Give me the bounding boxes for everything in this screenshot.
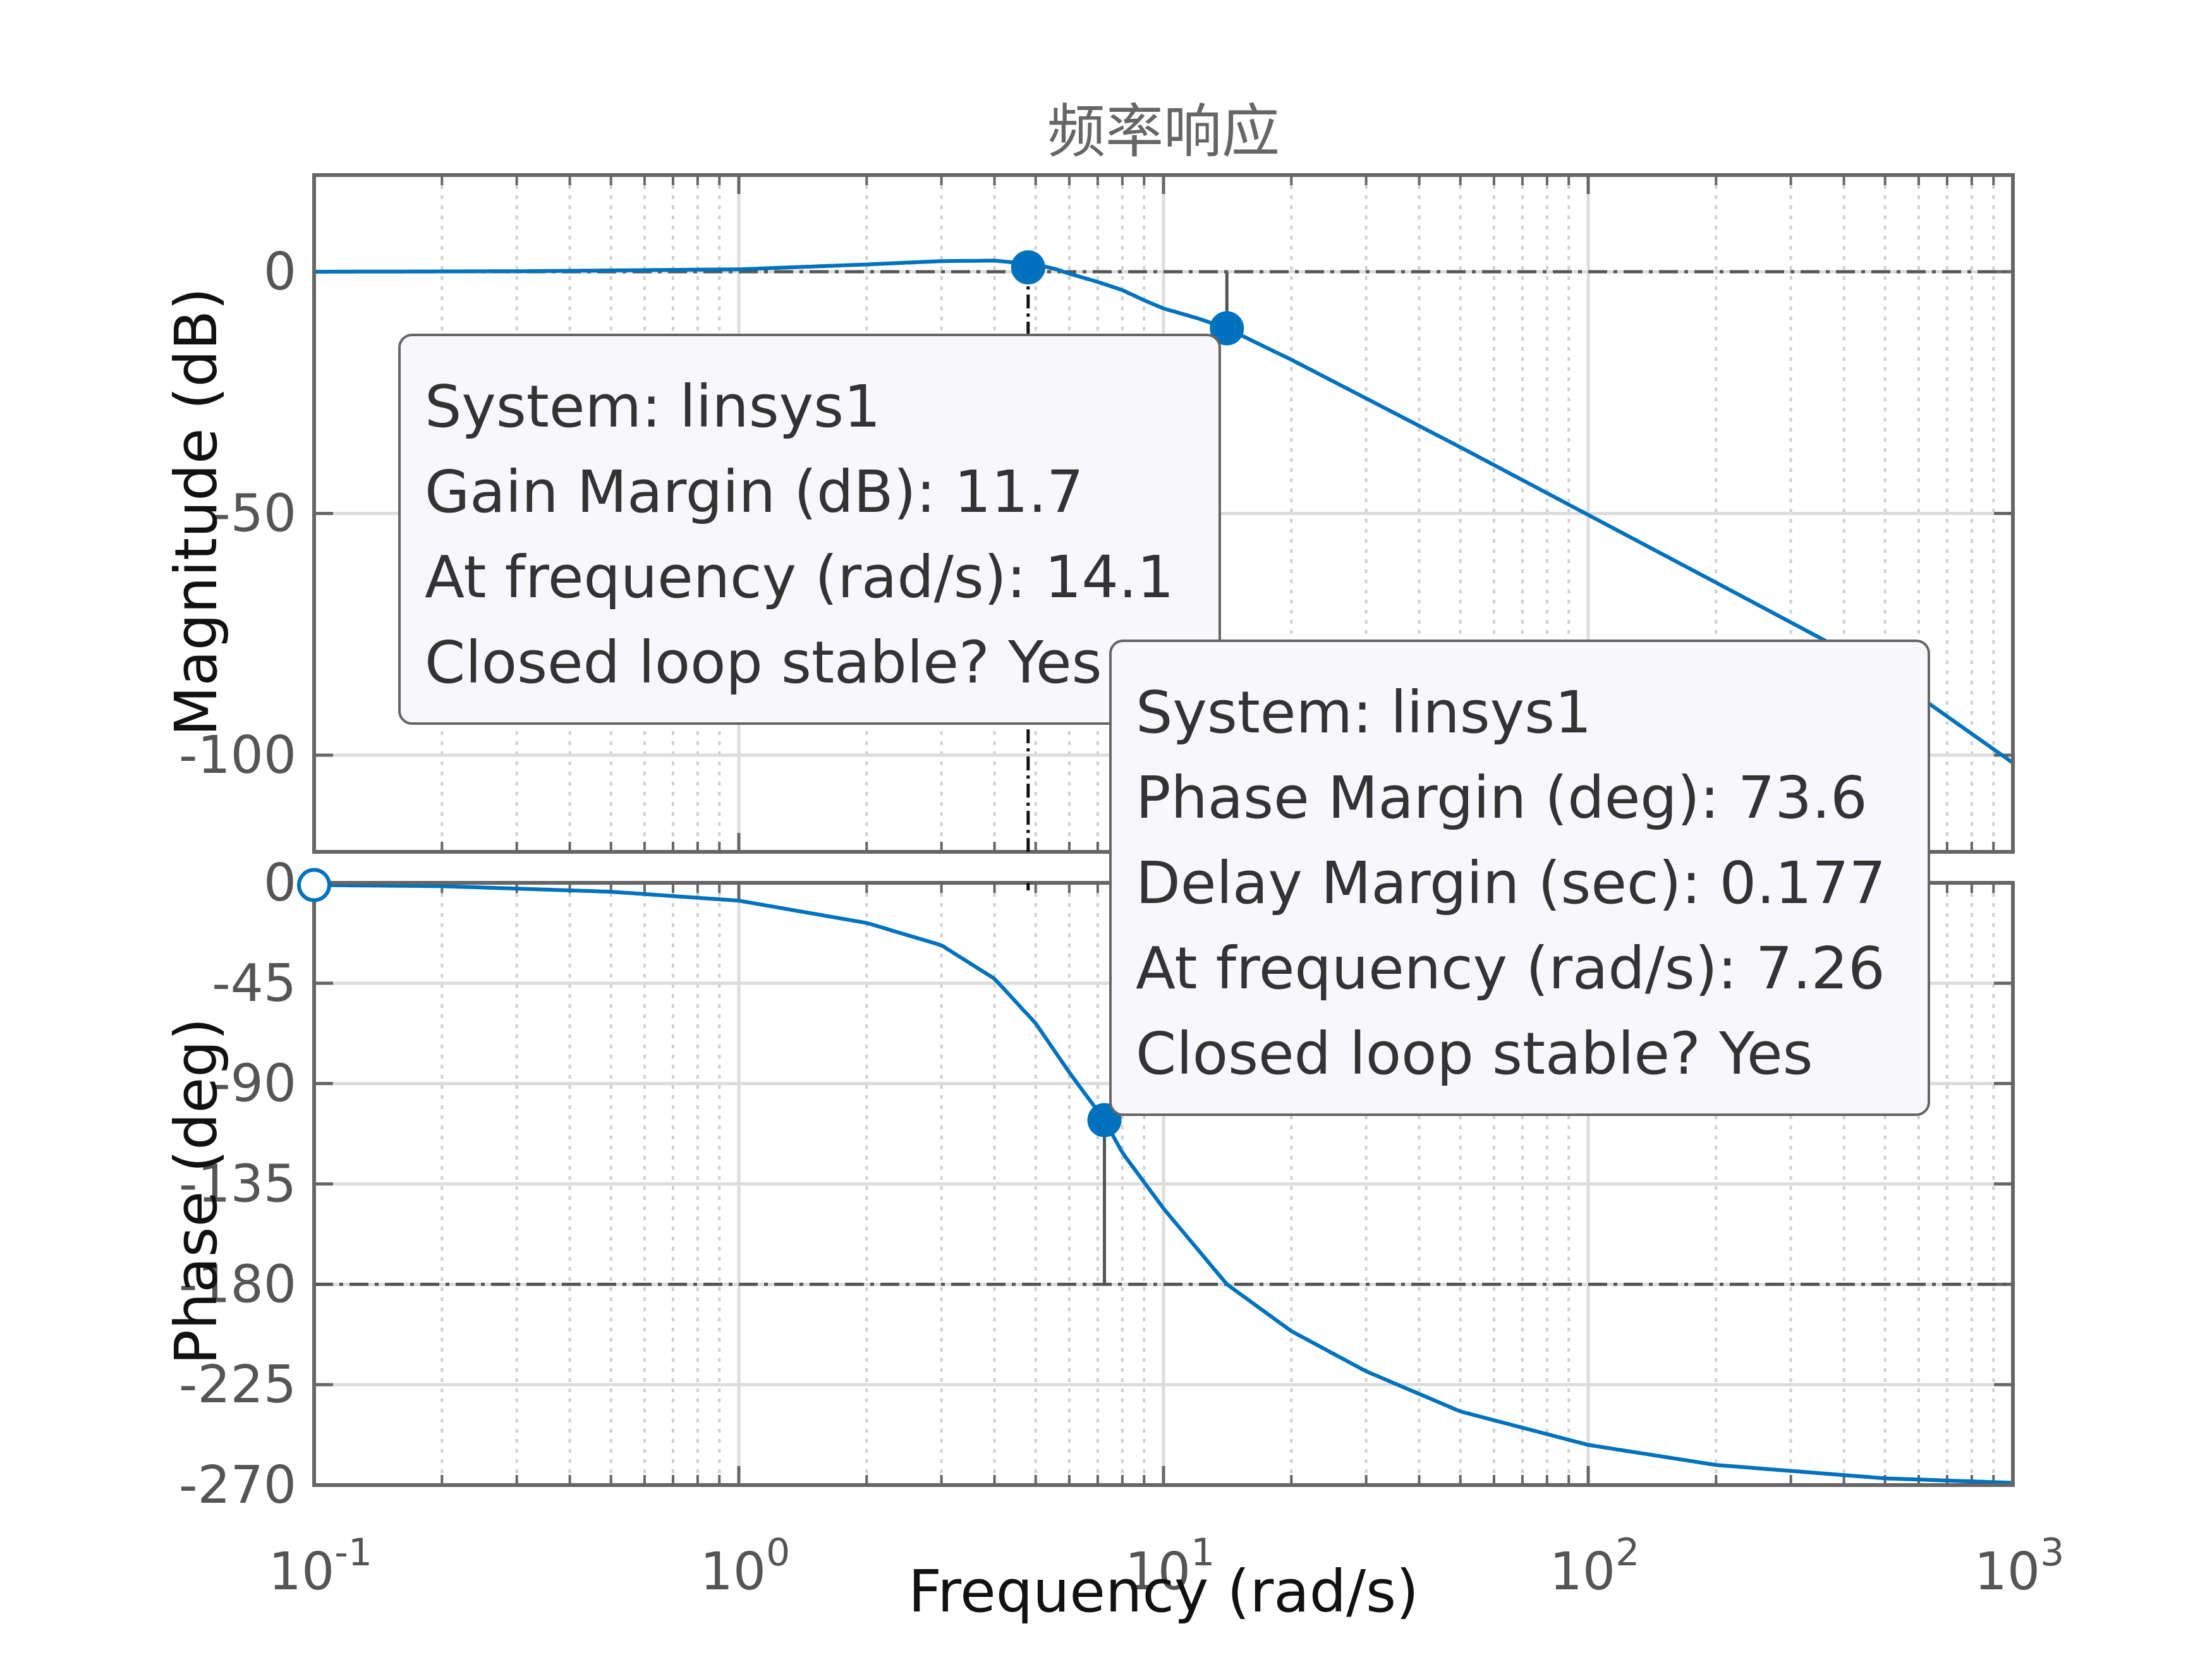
phase-ytick-label: -135 — [179, 1155, 296, 1215]
magnitude-series-line — [314, 258, 2013, 765]
phase-margin-marker — [1087, 1103, 1122, 1137]
gain-datatip-box — [398, 334, 1221, 725]
x-tick-label: 102 — [1550, 1531, 1640, 1602]
phase-ytick-label: -270 — [179, 1455, 296, 1515]
x-tick-labels: 10-1 100 101 102 103 — [269, 1531, 2064, 1602]
phase-datatip-line: System: linsys1 — [1136, 679, 1592, 746]
x-tick-label: 10-1 — [269, 1531, 372, 1602]
phase-ytick-label: 0 — [264, 853, 296, 913]
phase-margin-datatip[interactable]: System: linsys1 Phase Margin (deg): 73.6 D… — [1109, 640, 1930, 1116]
gain-datatip-line: System: linsys1 — [425, 373, 881, 440]
magnitude-ytick-label: 0 — [264, 242, 296, 302]
x-axis-label: Frequency (rad/s) — [908, 1558, 1419, 1625]
x-tick-label: 100 — [700, 1531, 791, 1602]
phase-datatip-line: At frequency (rad/s): 7.26 — [1136, 935, 1885, 1002]
gain-datatip-line: At frequency (rad/s): 14.1 — [425, 543, 1174, 611]
phase-y-label: Phase (deg) — [162, 1017, 230, 1364]
magnitude-ytick-label: -100 — [179, 725, 296, 786]
phase-series-line — [314, 883, 2013, 1485]
phase-datatip-box — [1109, 640, 1930, 1116]
phase-ytick-label: -45 — [212, 954, 296, 1014]
magnitude-ytick-label: -50 — [212, 484, 296, 544]
magnitude-y-label: Magnitude (dB) — [162, 288, 230, 736]
x-tick-label: 101 — [1125, 1531, 1215, 1602]
phase-ytick-label: -225 — [179, 1355, 296, 1415]
chart-title: 频率响应 — [1047, 98, 1280, 166]
phase-datatip-line: Phase Margin (deg): 73.6 — [1136, 764, 1868, 832]
magnitude-margin-marker — [1011, 250, 1045, 285]
phase-ytick-label: -180 — [179, 1254, 296, 1314]
phase-datatip-line: Delay Margin (sec): 0.177 — [1136, 849, 1886, 917]
gain-datatip-line: Closed loop stable? Yes — [425, 629, 1102, 696]
x-tick-label: 103 — [1974, 1531, 2065, 1602]
magnitude-margin-marker — [1210, 311, 1244, 346]
phase-datatip-line: Closed loop stable? Yes — [1136, 1020, 1813, 1088]
phase-ytick-label: -90 — [212, 1054, 296, 1114]
phase-start-marker — [297, 868, 331, 902]
gain-margin-datatip[interactable]: System: linsys1 Gain Margin (dB): 11.7 At … — [398, 334, 1221, 725]
magnitude-axes: 0 -50 -100 — [179, 173, 2015, 854]
gain-datatip-line: Gain Margin (dB): 11.7 — [425, 458, 1084, 526]
